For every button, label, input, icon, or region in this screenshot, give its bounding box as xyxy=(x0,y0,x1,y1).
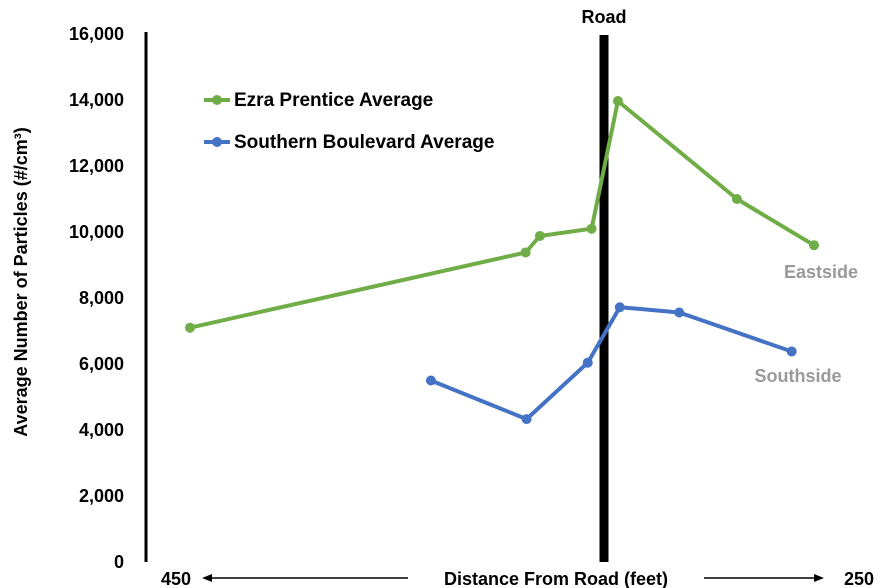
y-tick-label: 10,000 xyxy=(69,222,124,242)
x-arrow-right-head xyxy=(814,574,824,582)
x-end-label-left: 450 xyxy=(161,569,191,588)
data-point xyxy=(534,230,545,241)
legend-entry-southern: Southern Boulevard Average xyxy=(204,132,494,153)
y-tick-label: 0 xyxy=(114,552,124,572)
y-tick-labels: 0 2,000 4,000 6,000 8,000 10,000 12,000 14,000 1… xyxy=(69,24,124,572)
southside-label: Southside xyxy=(754,366,841,386)
data-point xyxy=(185,322,195,333)
data-point xyxy=(614,302,625,313)
data-point xyxy=(425,375,436,386)
x-arrow-left-head xyxy=(202,574,212,582)
legend-entry-ezra: Ezra Prentice Average xyxy=(204,90,433,111)
data-point xyxy=(521,414,532,425)
series-layer xyxy=(185,95,819,425)
data-point xyxy=(674,307,685,318)
y-tick-label: 8,000 xyxy=(79,288,124,308)
data-point xyxy=(520,247,531,258)
data-point xyxy=(809,240,819,251)
data-point xyxy=(612,95,623,106)
x-end-label-right: 250 xyxy=(844,569,874,588)
eastside-label: Eastside xyxy=(784,262,858,282)
y-axis-title: Average Number of Particles (#/cm³) xyxy=(11,127,31,436)
series-line xyxy=(430,305,793,422)
y-tick-label: 2,000 xyxy=(79,486,124,506)
y-tick-label: 6,000 xyxy=(79,354,124,374)
legend-label-ezra: Ezra Prentice Average xyxy=(234,90,433,111)
y-tick-label: 4,000 xyxy=(79,420,124,440)
legend: Ezra Prentice Average Southern Boulevard… xyxy=(204,90,494,153)
data-point xyxy=(582,357,593,368)
y-tick-label: 12,000 xyxy=(69,156,124,176)
series-1 xyxy=(425,302,797,425)
legend-label-southern: Southern Boulevard Average xyxy=(234,132,494,153)
x-axis-title: Distance From Road (feet) xyxy=(444,569,668,588)
data-point xyxy=(731,194,742,204)
road-label: Road xyxy=(582,7,627,27)
y-tick-label: 16,000 xyxy=(69,24,124,44)
data-point xyxy=(586,223,597,234)
data-point xyxy=(786,346,797,357)
y-tick-label: 14,000 xyxy=(69,90,124,110)
series-0 xyxy=(185,95,819,333)
